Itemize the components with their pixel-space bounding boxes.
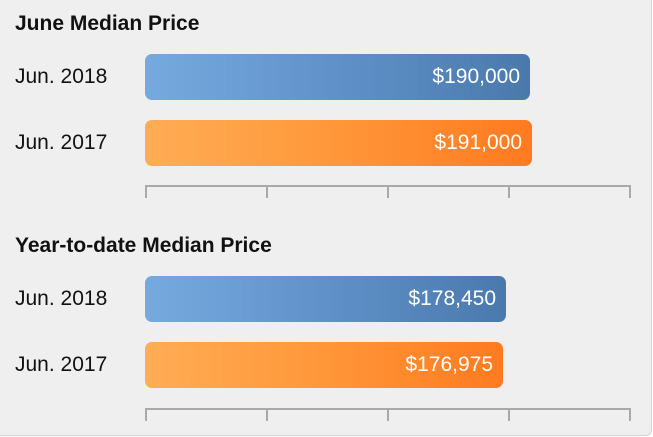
chart-title: June Median Price xyxy=(15,12,200,35)
bar-jun-2017: $176,975 xyxy=(145,342,503,388)
x-axis-tick xyxy=(629,408,631,421)
x-axis-tick xyxy=(145,185,147,198)
x-axis xyxy=(145,185,631,199)
x-axis-tick xyxy=(266,408,268,421)
bar-label-jun-2017: Jun. 2017 xyxy=(15,131,108,154)
x-axis-tick xyxy=(508,185,510,198)
x-axis-tick xyxy=(387,185,389,198)
bar-value-label: $176,975 xyxy=(405,353,493,376)
bar-jun-2018: $190,000 xyxy=(145,54,530,100)
bar-value-label: $191,000 xyxy=(434,131,522,154)
x-axis-tick xyxy=(145,408,147,421)
bar-value-label: $178,450 xyxy=(408,287,496,310)
ytd-median-price-chart: Year-to-date Median Price Jun. 2018 $178… xyxy=(0,222,651,432)
x-axis xyxy=(145,408,631,422)
bar-value-label: $190,000 xyxy=(432,65,520,88)
chart-title: Year-to-date Median Price xyxy=(15,234,272,257)
bar-label-jun-2018: Jun. 2018 xyxy=(15,65,108,88)
x-axis-tick xyxy=(508,408,510,421)
x-axis-tick xyxy=(387,408,389,421)
bar-label-jun-2018: Jun. 2018 xyxy=(15,287,108,310)
x-axis-tick xyxy=(629,185,631,198)
bar-label-jun-2017: Jun. 2017 xyxy=(15,353,108,376)
bar-jun-2018: $178,450 xyxy=(145,276,506,322)
bar-jun-2017: $191,000 xyxy=(145,120,532,166)
june-median-price-chart: June Median Price Jun. 2018 $190,000 Jun… xyxy=(0,0,651,210)
x-axis-tick xyxy=(266,185,268,198)
